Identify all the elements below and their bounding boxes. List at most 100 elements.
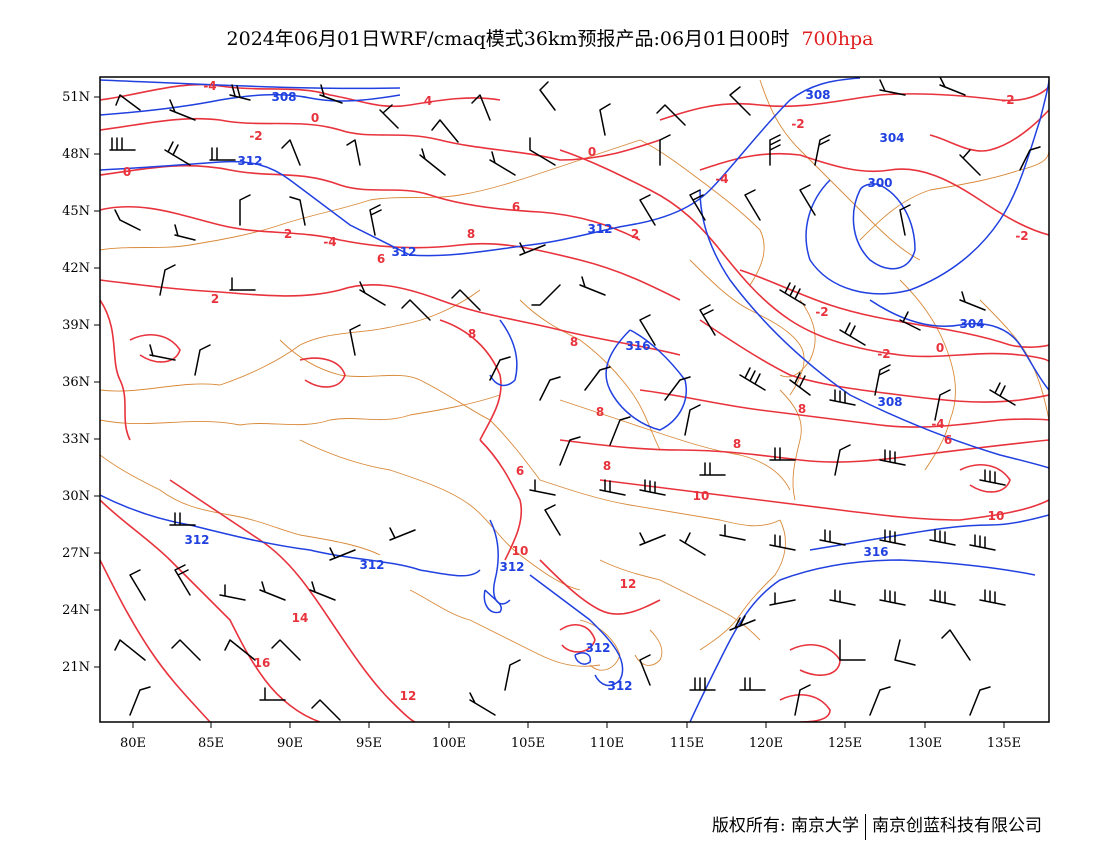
lat-label: 51N [62,90,90,105]
height-label: 312 [237,154,262,168]
lon-label: 115E [670,736,704,751]
copyright-divider [865,813,866,840]
wind-barb [271,639,301,661]
title-main: 2024年06月01日WRF/cmaq模式36km预报产品:06月01日00时 [226,28,790,50]
temperature-label: 0 [588,145,596,159]
height-label: 308 [805,88,830,102]
temperature-label: 14 [292,611,309,625]
wind-barb [224,639,256,661]
wind-barb [969,534,996,551]
temperature-label: -4 [715,172,728,186]
wind-barb [114,209,141,231]
temperature-label: -4 [203,79,216,93]
temperature-label: 8 [733,437,741,451]
lat-label: 21N [62,660,90,675]
temperature-label: 6 [377,252,385,266]
wind-barb [539,376,561,401]
lon-label: 120E [749,736,783,751]
lon-label: 105E [511,736,545,751]
wind-barb [471,94,491,121]
height-label: 312 [184,533,209,547]
wind-barb [194,344,211,376]
temperature-label: 8 [603,459,611,473]
wind-barb [839,322,866,346]
title-level: 700hpa [801,28,874,50]
wind-barb [779,282,806,306]
country-borders [100,79,1049,671]
wind-barb [289,196,306,226]
wind-barb [209,147,236,161]
wind-barb [639,194,656,226]
wind-barb [829,589,856,606]
temperature-label-extra: 10 [512,544,529,558]
wind-barb [934,389,951,421]
temperature-label: -4 [323,235,336,249]
temperature-label-extra: 0 [123,165,131,179]
wind-barb [329,547,356,561]
wind-barb [979,589,1006,606]
temperature-label: -2 [877,347,890,361]
wind-barb [959,149,981,176]
wind-barb [389,527,416,541]
temperature-label: 0 [311,111,319,125]
wind-barb [239,194,251,226]
wind-barb [739,367,766,391]
lon-label: 85E [198,736,224,751]
temperature-label: -2 [1015,229,1028,243]
wind-barb [531,284,561,306]
lon-label: 80E [120,736,146,751]
wind-barb [739,677,766,691]
lon-label: 135E [987,736,1021,751]
wind-barb [879,449,906,466]
temperature-label: -2 [791,117,804,131]
height-label: 308 [271,90,296,104]
wind-barb [219,584,246,601]
wind-barb [599,103,611,136]
wind-barb [419,148,446,176]
wind-barbs [109,77,1041,721]
wind-barb [529,479,556,496]
temperature-label: 12 [400,689,417,703]
temperature-label: 8 [467,227,475,241]
wind-barb [729,86,751,116]
wind-barb [679,532,706,556]
copyright-right: 南京创蓝科技有限公司 [872,816,1042,836]
wind-barb [699,304,716,336]
wind-barb [259,687,286,701]
wind-barb [879,79,906,96]
wind-barb [789,372,811,396]
height-label: 316 [863,545,888,559]
temperature-label: 8 [798,402,806,416]
wind-barb [559,436,581,466]
lat-label: 36N [62,375,90,390]
wind-barb [401,299,431,321]
wind-barb [346,139,361,166]
height-label: 308 [877,395,902,409]
temperature-label: 10 [988,509,1005,523]
wind-barb [319,84,343,104]
height-label: 304 [959,317,984,331]
wind-barb [894,639,916,666]
copyright-notice: 版权所有: 南京大学 南京创蓝科技有限公司 [712,811,1042,840]
wind-barb [939,77,966,96]
wind-barb [349,324,361,356]
wind-barb [979,469,1006,486]
temperature-labels: -4 4 0 -2 2 -2 0 -4 -2 -2 6 8 2 -4 6 2 -… [123,79,1029,703]
wind-barb [769,134,781,166]
temperature-label: 2 [211,292,219,306]
wind-barb [504,659,521,691]
wind-barb [609,416,631,446]
wind-barb [969,686,991,716]
height-label: 316 [625,339,650,353]
temperature-label: -2 [1001,93,1014,107]
wind-barb [1019,146,1041,171]
wind-barb [744,189,761,221]
lon-label: 110E [590,736,624,751]
longitude-axis: 80E 85E 90E 95E 100E 105E 110E 115E 120E… [120,722,1021,751]
height-label: 300 [867,176,892,190]
wind-barb [579,276,606,296]
temperature-label: 6 [512,200,520,214]
wind-barb [879,529,906,546]
lat-label: 42N [62,261,90,276]
